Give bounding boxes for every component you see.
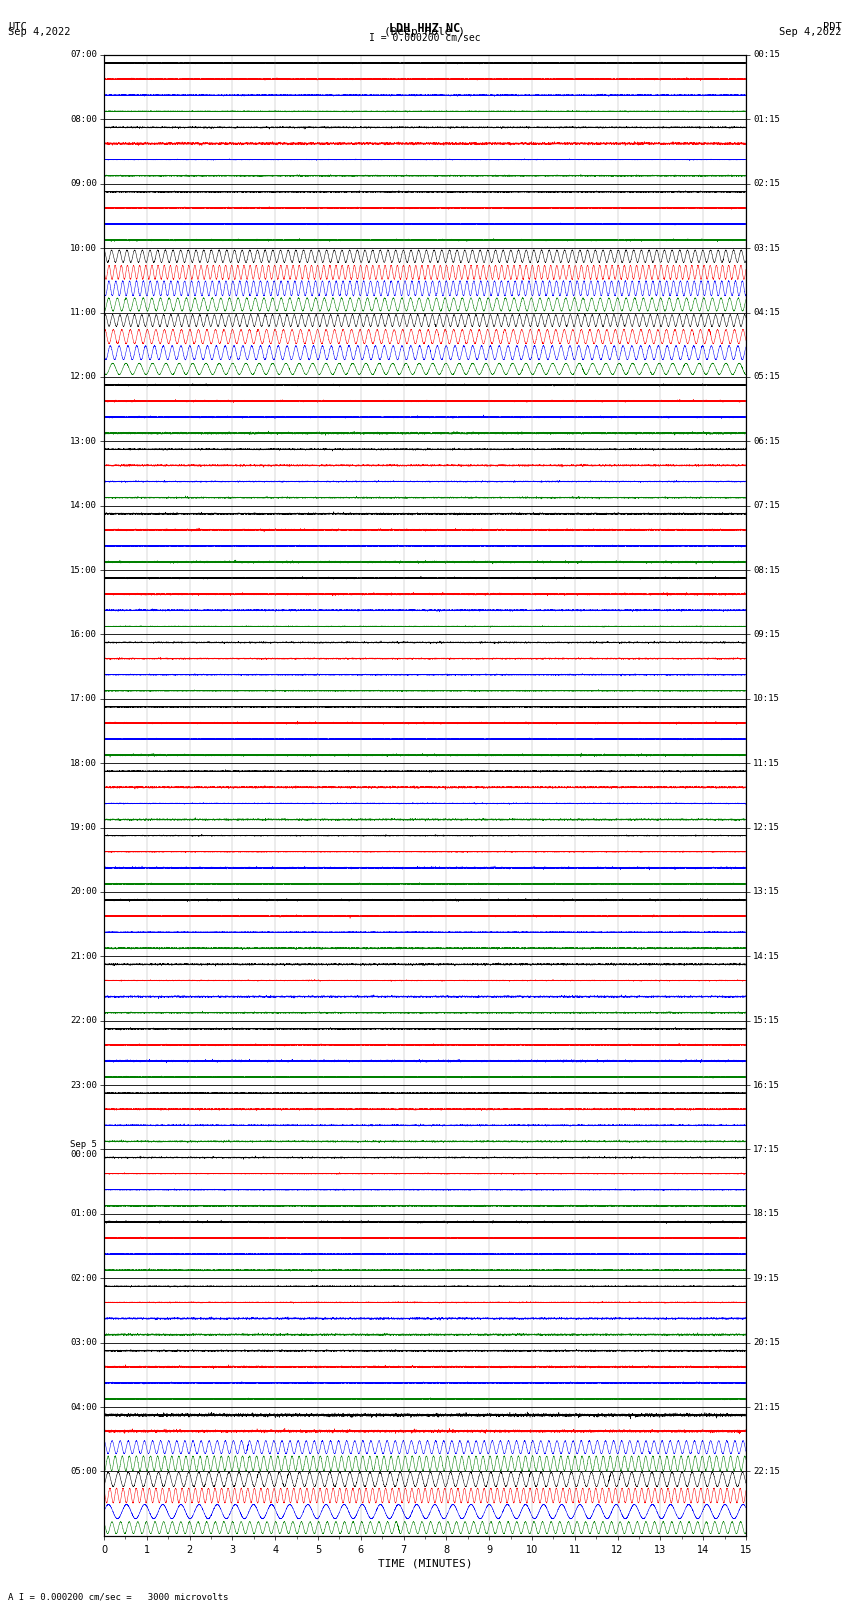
Text: LDH HHZ NC: LDH HHZ NC [389,23,461,35]
Text: A I = 0.000200 cm/sec =   3000 microvolts: A I = 0.000200 cm/sec = 3000 microvolts [8,1592,229,1602]
Text: I = 0.000200 cm/sec: I = 0.000200 cm/sec [369,32,481,44]
Text: Sep 4,2022: Sep 4,2022 [8,27,71,37]
Text: Sep 4,2022: Sep 4,2022 [779,27,842,37]
Text: (Deep Hole ): (Deep Hole ) [384,27,466,37]
Text: PDT: PDT [823,23,842,32]
Text: UTC: UTC [8,23,27,32]
X-axis label: TIME (MINUTES): TIME (MINUTES) [377,1560,473,1569]
